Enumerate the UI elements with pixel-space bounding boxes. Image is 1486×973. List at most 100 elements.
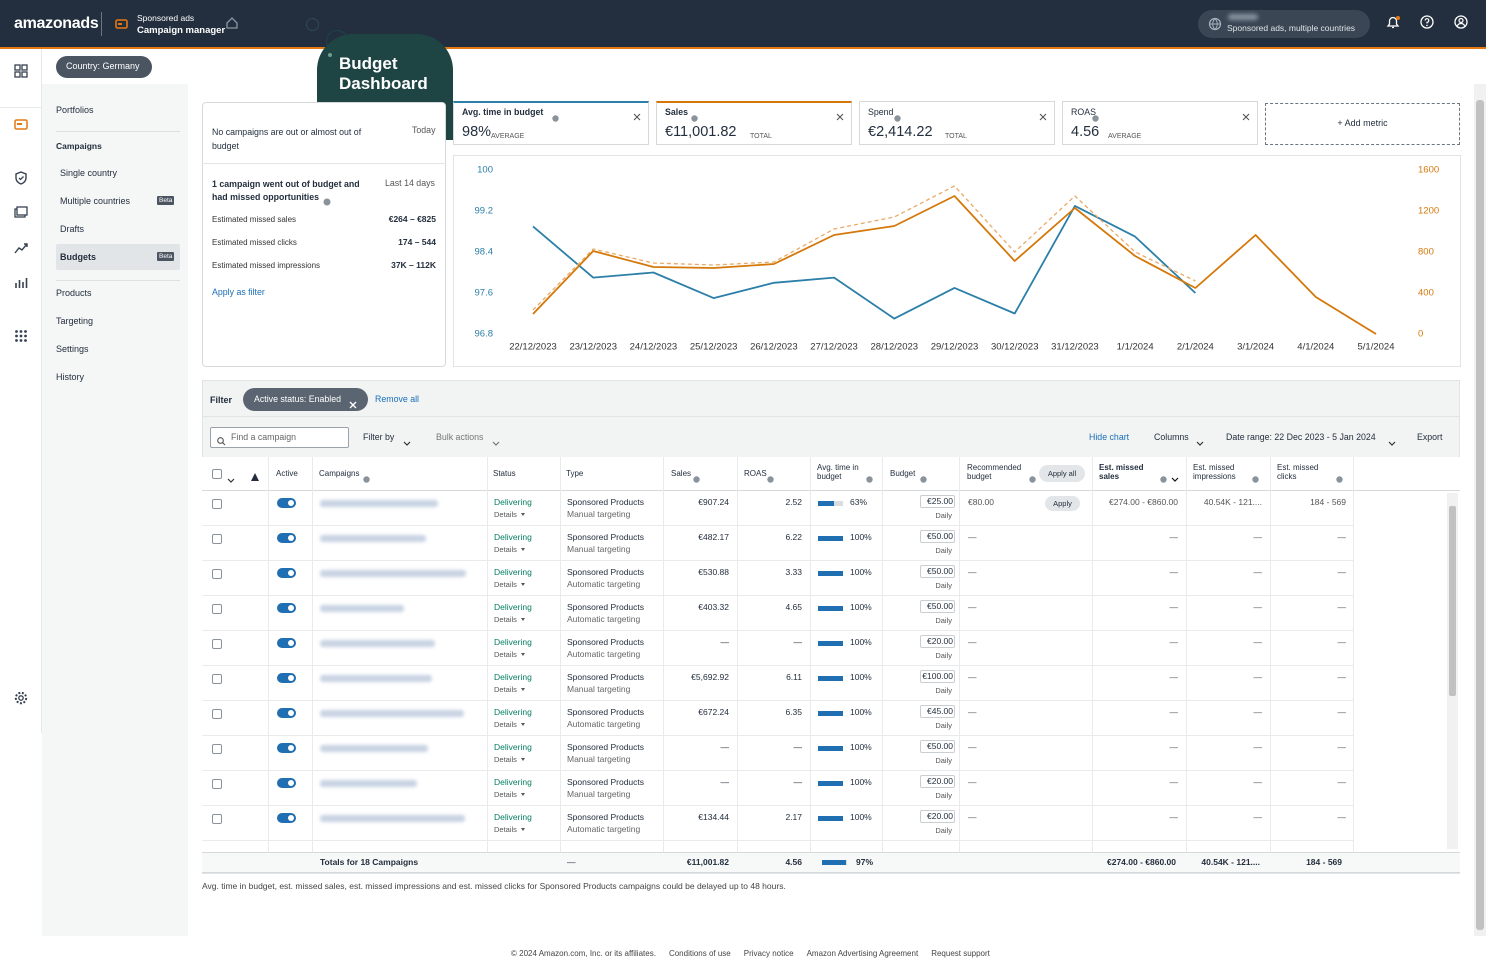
nav-item[interactable]: Settings [56,344,89,355]
nav-section[interactable]: Campaigns [56,141,102,152]
checkbox[interactable] [212,744,222,754]
date-range[interactable]: Date range: 22 Dec 2023 - 5 Jan 2024 [1226,432,1376,443]
footer-link[interactable]: Conditions of use [669,948,731,959]
info-icon [323,193,331,201]
info-icon [693,470,700,477]
details-link[interactable]: Details [494,824,517,835]
apply-filter-link[interactable]: Apply as filter [212,287,265,298]
footer-link[interactable]: Privacy notice [744,948,794,959]
columns-menu[interactable]: Columns [1154,432,1189,443]
column-header[interactable]: Campaigns [319,469,379,478]
export-button[interactable]: Export [1417,432,1442,443]
y-tick-label: 96.8 [475,329,494,340]
details-link[interactable]: Details [494,509,517,520]
close-icon[interactable] [836,108,844,116]
page-scroll-thumb[interactable] [1476,100,1484,930]
campaign-name-blurred [320,710,464,717]
table-scroll-thumb[interactable] [1449,506,1456,696]
details-link[interactable]: Details [494,544,517,555]
profile-icon[interactable] [1454,15,1468,29]
x-tick-label: 4/1/2024 [1297,342,1334,353]
callout-text: Budget Dashboard [339,54,439,94]
checkbox[interactable] [212,779,222,789]
footer-link[interactable]: Request support [931,948,990,959]
roas: 2.17 [662,812,802,823]
details-link[interactable]: Details [494,719,517,730]
status: Delivering [494,532,532,543]
column-header[interactable]: Est. missed impressions [1193,463,1249,481]
recommended-budget: — [968,567,977,578]
hide-chart-link[interactable]: Hide chart [1089,432,1129,443]
est-missed-clicks: — [1206,672,1346,683]
footer-link[interactable]: Amazon Advertising Agreement [807,948,919,959]
checkbox[interactable] [212,709,222,719]
checkbox[interactable] [212,569,222,579]
column-header[interactable]: Est. missed clicks [1277,463,1327,481]
checkbox[interactable] [212,814,222,824]
column-divider [1186,457,1187,853]
home-icon[interactable] [225,16,239,30]
help-icon[interactable] [1420,15,1434,29]
checkbox[interactable] [212,639,222,649]
checkbox[interactable] [212,674,222,684]
totals-label: Totals for 18 Campaigns [320,857,418,868]
totals-type: — [567,857,576,868]
nav-item[interactable]: Budgets [60,252,96,263]
rail-icon[interactable] [14,171,28,185]
details-caret [521,583,525,586]
rail-icon[interactable] [14,241,28,255]
notifications-icon[interactable] [1385,15,1401,31]
bulk-actions[interactable]: Bulk actions [436,432,483,443]
rail-icon[interactable] [14,117,28,131]
checkbox[interactable] [212,469,222,479]
status: Delivering [494,742,532,753]
details-link[interactable]: Details [494,579,517,590]
chip-close[interactable] [349,396,357,404]
details-link[interactable]: Details [494,649,517,660]
nav-item[interactable]: History [56,372,84,383]
row-divider [202,525,1354,526]
checkbox[interactable] [212,534,222,544]
roas: 4.65 [662,602,802,613]
rail-icon[interactable] [14,691,28,705]
info-icon [363,470,370,477]
nav-item[interactable]: Single country [60,168,117,179]
column-divider [268,457,269,853]
column-header[interactable]: Type [566,469,656,478]
close-icon[interactable] [1242,108,1250,116]
rail-icon[interactable] [14,64,28,78]
column-header[interactable]: Avg. time in budget [817,463,865,481]
targeting: Automatic targeting [567,719,640,730]
nav-item[interactable]: Drafts [60,224,84,235]
est-missed-clicks: 184 - 569 [1206,497,1346,508]
close-icon[interactable] [1039,108,1047,116]
close-icon[interactable] [633,108,641,116]
column-header[interactable]: Budget [890,469,920,478]
remove-all-link[interactable]: Remove all [375,394,419,405]
details-caret [521,828,525,831]
nav-item[interactable]: Portfolios [56,105,94,116]
info-icon [866,470,873,477]
status: Delivering [494,602,532,613]
campaign-name-blurred [320,640,435,647]
nav-item[interactable]: Multiple countries [60,196,130,207]
nav-item[interactable]: Targeting [56,316,93,327]
column-header[interactable]: Est. missed sales [1099,463,1149,481]
details-link[interactable]: Details [494,684,517,695]
checkbox[interactable] [212,499,222,509]
row-divider [202,805,1354,806]
column-header[interactable]: Recommended budget [967,463,1027,481]
nav-item[interactable]: Products [56,288,92,299]
row-divider [202,735,1354,736]
rail-icon[interactable] [14,276,28,290]
targeting: Automatic targeting [567,579,640,590]
filter-by[interactable]: Filter by [363,432,394,443]
checkbox[interactable] [212,604,222,614]
details-link[interactable]: Details [494,754,517,765]
details-link[interactable]: Details [494,789,517,800]
rail-icon[interactable] [14,329,28,343]
chevron [227,471,235,478]
toggle-knob [288,570,294,576]
details-link[interactable]: Details [494,614,517,625]
rail-icon[interactable] [14,206,28,220]
